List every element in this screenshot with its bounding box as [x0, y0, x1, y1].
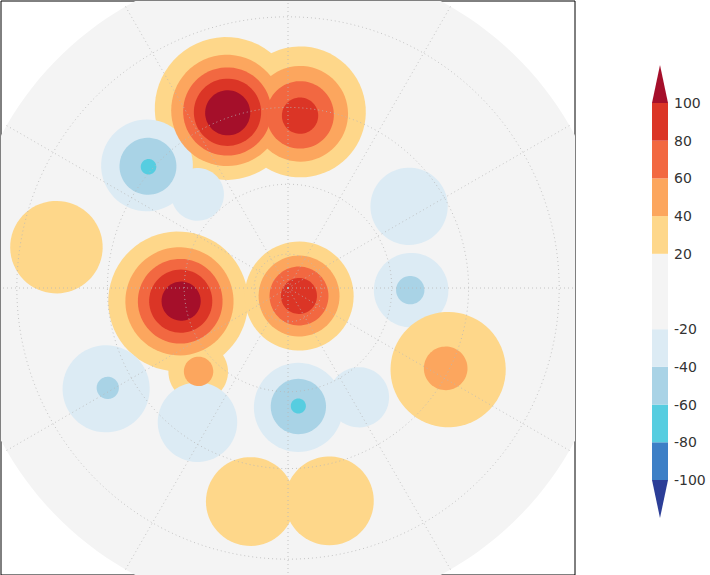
svg-text:20: 20	[674, 246, 692, 262]
svg-text:60: 60	[674, 170, 692, 186]
svg-text:100: 100	[674, 95, 701, 111]
svg-text:-80: -80	[674, 434, 697, 450]
svg-text:-100: -100	[674, 472, 706, 488]
svg-text:-60: -60	[674, 397, 697, 413]
svg-text:-20: -20	[674, 321, 697, 337]
svg-text:80: 80	[674, 133, 692, 149]
svg-text:-40: -40	[674, 359, 697, 375]
svg-text:40: 40	[674, 208, 692, 224]
